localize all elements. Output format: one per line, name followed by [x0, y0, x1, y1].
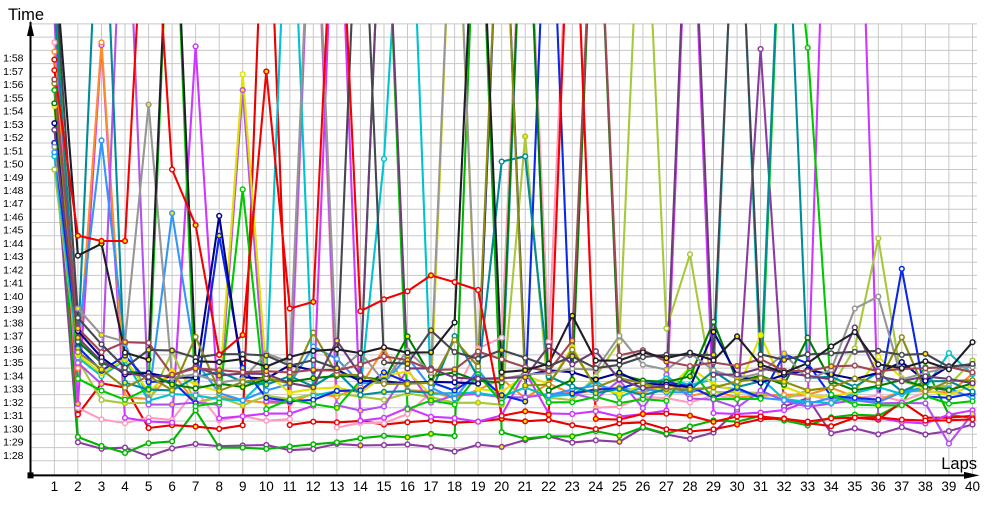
svg-text:1:31: 1:31 [3, 410, 24, 422]
svg-text:1:39: 1:39 [3, 304, 24, 316]
svg-text:4: 4 [121, 479, 129, 494]
svg-text:1:58: 1:58 [3, 53, 24, 65]
svg-text:1:40: 1:40 [3, 291, 24, 303]
svg-text:1:42: 1:42 [3, 264, 24, 276]
svg-text:3: 3 [98, 479, 106, 494]
svg-text:1:32: 1:32 [3, 397, 24, 409]
svg-text:36: 36 [871, 479, 886, 494]
svg-text:8: 8 [215, 479, 223, 494]
svg-text:1:57: 1:57 [3, 66, 24, 78]
svg-text:Laps: Laps [941, 455, 977, 473]
svg-text:1:55: 1:55 [3, 92, 24, 104]
svg-text:1:49: 1:49 [3, 172, 24, 184]
svg-text:1:33: 1:33 [3, 384, 24, 396]
svg-text:2: 2 [74, 479, 82, 494]
svg-text:20: 20 [494, 479, 509, 494]
svg-text:33: 33 [800, 479, 815, 494]
svg-text:1:54: 1:54 [3, 106, 24, 118]
svg-text:16: 16 [400, 479, 415, 494]
svg-text:37: 37 [894, 479, 909, 494]
svg-text:25: 25 [612, 479, 627, 494]
svg-text:1:56: 1:56 [3, 79, 24, 91]
svg-text:1:29: 1:29 [3, 437, 24, 449]
svg-text:28: 28 [682, 479, 697, 494]
svg-text:1:34: 1:34 [3, 370, 24, 382]
svg-text:1:41: 1:41 [3, 278, 24, 290]
svg-text:13: 13 [329, 479, 344, 494]
svg-text:11: 11 [283, 479, 297, 494]
svg-text:31: 31 [753, 479, 768, 494]
svg-text:1: 1 [51, 479, 59, 494]
svg-text:5: 5 [145, 479, 153, 494]
svg-text:21: 21 [518, 479, 533, 494]
svg-text:39: 39 [941, 479, 956, 494]
svg-text:23: 23 [565, 479, 580, 494]
svg-text:9: 9 [239, 479, 247, 494]
svg-text:15: 15 [376, 479, 391, 494]
svg-text:1:45: 1:45 [3, 225, 24, 237]
svg-text:24: 24 [588, 479, 604, 494]
svg-text:27: 27 [659, 479, 674, 494]
svg-text:1:50: 1:50 [3, 159, 24, 171]
svg-text:6: 6 [168, 479, 176, 494]
svg-text:1:53: 1:53 [3, 119, 24, 131]
svg-text:1:46: 1:46 [3, 212, 24, 224]
svg-text:22: 22 [541, 479, 556, 494]
svg-text:1:38: 1:38 [3, 317, 24, 329]
svg-text:1:30: 1:30 [3, 423, 24, 435]
svg-text:1:51: 1:51 [3, 145, 24, 157]
svg-text:1:37: 1:37 [3, 331, 24, 343]
svg-text:17: 17 [423, 479, 438, 494]
svg-text:35: 35 [847, 479, 862, 494]
svg-text:29: 29 [706, 479, 721, 494]
svg-text:7: 7 [192, 479, 200, 494]
svg-text:1:52: 1:52 [3, 132, 24, 144]
svg-text:10: 10 [259, 479, 274, 494]
svg-text:14: 14 [353, 479, 369, 494]
svg-text:1:47: 1:47 [3, 198, 24, 210]
svg-text:12: 12 [306, 479, 321, 494]
svg-text:26: 26 [635, 479, 650, 494]
svg-text:38: 38 [918, 479, 933, 494]
svg-text:Time: Time [8, 6, 44, 24]
svg-text:18: 18 [447, 479, 462, 494]
svg-text:1:35: 1:35 [3, 357, 24, 369]
svg-text:32: 32 [777, 479, 792, 494]
svg-text:1:28: 1:28 [3, 450, 24, 462]
svg-text:1:43: 1:43 [3, 251, 24, 263]
svg-text:19: 19 [471, 479, 486, 494]
svg-text:1:44: 1:44 [3, 238, 24, 250]
svg-text:40: 40 [965, 479, 980, 494]
svg-text:1:48: 1:48 [3, 185, 24, 197]
svg-text:1:36: 1:36 [3, 344, 24, 356]
svg-text:30: 30 [730, 479, 745, 494]
svg-text:34: 34 [824, 479, 840, 494]
